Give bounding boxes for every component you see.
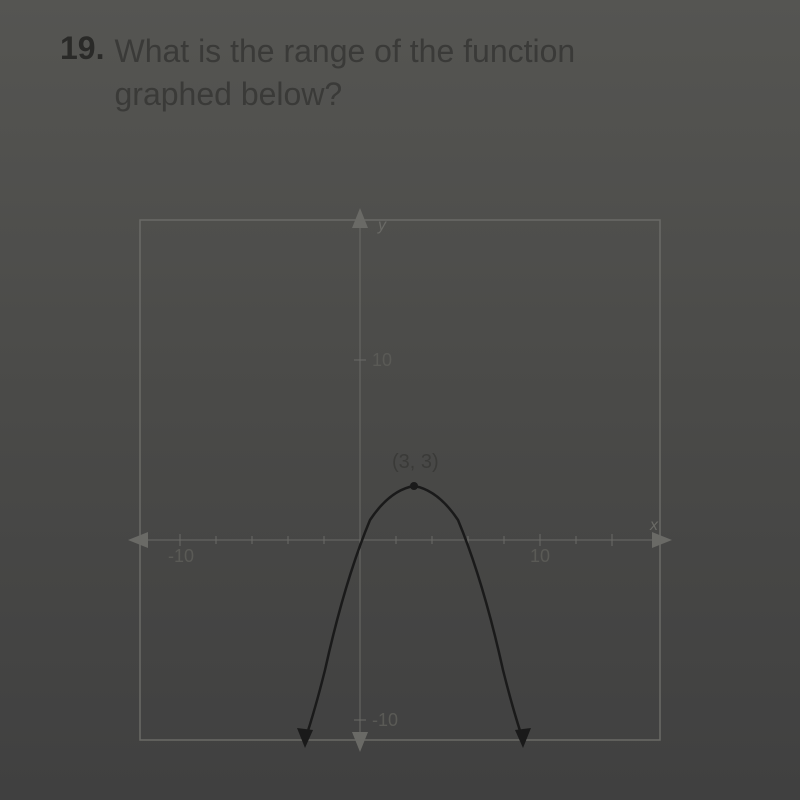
graph-frame [140,220,660,740]
x-axis-label: x [649,517,659,534]
question-header: 19. What is the range of the function gr… [60,30,740,116]
y-axis-label: y [377,217,387,234]
y-tick-label-pos10: 10 [372,350,392,370]
curve-arrow-right [515,728,531,748]
question-number: 19. [60,30,104,67]
y-tick-label-neg10: -10 [372,710,398,730]
x-tick-label-neg10: -10 [168,546,194,566]
x-tick-label-pos10: 10 [530,546,550,566]
y-axis-arrow-down [352,732,368,752]
parabola-curve [305,486,523,740]
graph-svg: y x -10 10 10 -10 [120,200,680,760]
question-line-2: graphed below? [114,76,342,112]
curve-arrow-left [297,728,313,748]
x-axis-arrow-right [652,532,672,548]
vertex-point [410,482,418,490]
graph-container: y x -10 10 10 -10 [120,200,680,760]
question-line-1: What is the range of the function [114,33,575,69]
page: 19. What is the range of the function gr… [0,0,800,800]
vertex-label: (3, 3) [392,451,439,473]
question-text: What is the range of the function graphe… [114,30,575,116]
